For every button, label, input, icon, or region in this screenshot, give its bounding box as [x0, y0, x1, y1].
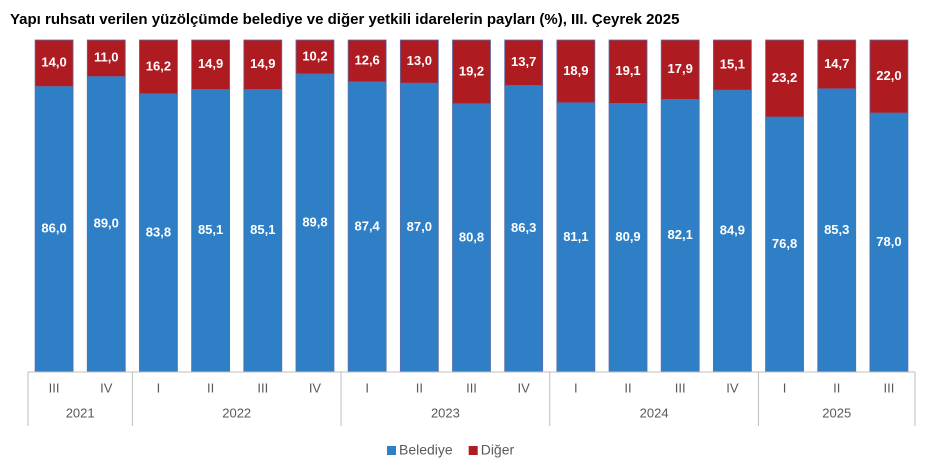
value-label: 19,1 [615, 63, 640, 78]
value-label: 14,7 [824, 56, 849, 71]
bar-segment [712, 39, 752, 91]
value-label: 85,1 [198, 222, 223, 237]
x-tick-label: IV [518, 380, 531, 395]
bar-segment [869, 39, 909, 114]
bar-segment [765, 39, 804, 118]
value-label: 81,1 [563, 229, 588, 244]
chart-title: Yapı ruhsatı verilen yüzölçümde belediye… [10, 11, 679, 28]
x-tick-label: I [157, 380, 161, 395]
value-label: 14,9 [250, 56, 275, 71]
x-tick-label: I [365, 380, 369, 395]
x-tick-label: IV [309, 380, 322, 395]
value-label: 13,0 [407, 53, 432, 68]
bar-segment [86, 39, 126, 77]
value-label: 12,6 [354, 52, 379, 67]
value-label: 89,0 [94, 216, 119, 231]
value-label: 78,0 [876, 234, 901, 249]
value-label: 87,4 [354, 218, 380, 233]
value-label: 16,2 [146, 58, 171, 73]
x-tick-label: III [883, 380, 894, 395]
bar-segment [556, 102, 596, 373]
value-label: 86,0 [41, 221, 66, 236]
bar-segment [347, 81, 387, 373]
bar-segment [660, 39, 700, 100]
value-label: 11,0 [94, 50, 119, 65]
value-label: 10,2 [302, 48, 327, 63]
value-label: 84,9 [720, 223, 745, 238]
x-tick-label: III [49, 380, 60, 395]
value-label: 86,3 [511, 220, 536, 235]
value-label: 83,8 [146, 224, 171, 239]
x-tick-label: II [624, 380, 631, 395]
bar-segment [608, 39, 648, 104]
x-group-label: 2024 [640, 405, 669, 420]
bar-segment [504, 85, 544, 373]
bar-segment [347, 39, 387, 83]
legend-swatch [387, 446, 396, 455]
x-tick-label: II [833, 380, 840, 395]
bar-segment [399, 39, 439, 84]
bar-segment [34, 39, 74, 87]
bar-segment [295, 39, 335, 75]
value-label: 80,8 [459, 229, 484, 244]
bar-segment [712, 89, 752, 373]
x-group-label: 2022 [222, 405, 251, 420]
bar-segment [399, 82, 439, 373]
value-label: 85,3 [824, 222, 849, 237]
bar-segment [660, 99, 700, 373]
value-label: 13,7 [511, 54, 536, 69]
value-label: 85,1 [250, 222, 275, 237]
x-group-label: 2023 [431, 405, 460, 420]
value-label: 80,9 [615, 229, 640, 244]
bar-segment [452, 103, 491, 373]
x-group-label: 2021 [66, 405, 95, 420]
bar-segment [295, 73, 335, 373]
x-group-label: 2025 [822, 405, 851, 420]
bar-segment [243, 39, 283, 90]
legend-label: Belediye [399, 442, 453, 458]
bar-segment [139, 93, 178, 373]
bar-segment [452, 39, 491, 105]
bar-segment [34, 86, 74, 373]
value-label: 82,1 [668, 227, 693, 242]
value-label: 14,9 [198, 56, 223, 71]
x-tick-label: II [207, 380, 214, 395]
value-label: 76,8 [772, 236, 797, 251]
x-tick-label: III [675, 380, 686, 395]
value-label: 18,9 [563, 63, 588, 78]
bar-segment [765, 116, 804, 373]
x-tick-label: III [257, 380, 268, 395]
bar-segment [504, 39, 544, 86]
value-label: 89,8 [302, 214, 327, 229]
value-label: 19,2 [459, 63, 484, 78]
bar-segment [608, 103, 648, 373]
bar-segment [556, 39, 596, 104]
x-tick-label: IV [100, 380, 113, 395]
x-tick-label: IV [726, 380, 739, 395]
legend-swatch [468, 446, 478, 455]
value-label: 23,2 [772, 70, 797, 85]
bar-segment [191, 39, 231, 90]
bar-segment [817, 39, 857, 90]
x-tick-label: III [466, 380, 477, 395]
value-label: 22,0 [876, 68, 901, 83]
legend-label: Diğer [481, 442, 515, 458]
x-tick-label: I [574, 380, 578, 395]
value-label: 15,1 [720, 57, 745, 72]
bar-segment [139, 39, 178, 95]
value-label: 17,9 [668, 61, 693, 76]
x-tick-label: I [783, 380, 787, 395]
bar-segment [869, 112, 909, 373]
x-tick-label: II [416, 380, 423, 395]
value-label: 87,0 [407, 219, 432, 234]
value-label: 14,0 [41, 55, 66, 70]
